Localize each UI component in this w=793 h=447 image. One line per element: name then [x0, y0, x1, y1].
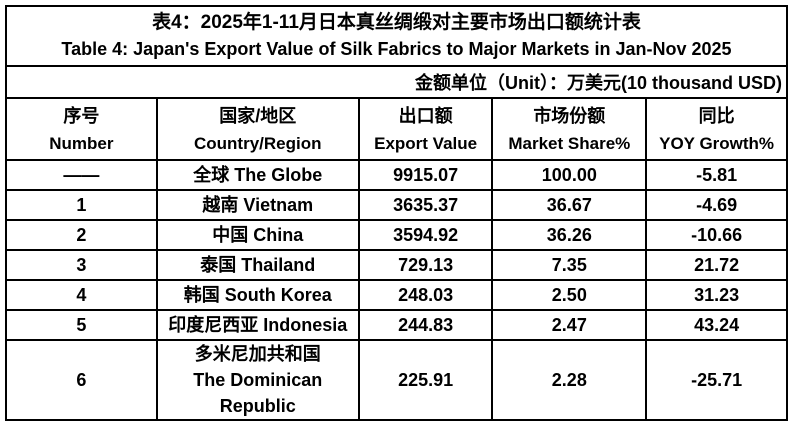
col-header-number: 序号 Number — [5, 97, 158, 161]
table-header-row: 序号 Number 国家/地区 Country/Region 出口额 Expor… — [5, 97, 788, 161]
cell-number: 6 — [5, 339, 158, 421]
cell-yoy-growth: -4.69 — [645, 189, 788, 221]
cell-country: 多米尼加共和国 The Dominican Republic — [155, 339, 360, 421]
cell-yoy-growth: -10.66 — [645, 219, 788, 251]
unit-note: 金额单位（Unit）：万美元(10 thousand USD) — [5, 65, 788, 99]
export-statistics-table: 表4：2025年1-11月日本真丝绸缎对主要市场出口额统计表 Table 4: … — [5, 5, 788, 421]
cell-number: 1 — [5, 189, 158, 221]
col-header-yoy-growth-en: YOY Growth% — [659, 133, 775, 153]
cell-export-value: 9915.07 — [357, 159, 494, 191]
cell-market-share: 100.00 — [491, 159, 648, 191]
cell-number: —— — [5, 159, 158, 191]
table-row-vietnam: 1 越南 Vietnam 3635.37 36.67 -4.69 — [5, 189, 788, 221]
col-header-number-en: Number — [49, 133, 114, 153]
col-header-yoy-growth-zh: 同比 — [698, 105, 735, 126]
col-header-market-share-zh: 市场份额 — [533, 105, 606, 126]
col-header-country-zh: 国家/地区 — [219, 105, 297, 126]
table-title-row: 表4：2025年1-11月日本真丝绸缎对主要市场出口额统计表 Table 4: … — [5, 5, 788, 67]
cell-yoy-growth: 43.24 — [645, 309, 788, 341]
cell-yoy-growth: -25.71 — [645, 339, 788, 421]
cell-yoy-growth: 31.23 — [645, 279, 788, 311]
cell-export-value: 3594.92 — [357, 219, 494, 251]
cell-export-value: 3635.37 — [357, 189, 494, 221]
table-row-south-korea: 4 韩国 South Korea 248.03 2.50 31.23 — [5, 279, 788, 311]
cell-country: 韩国 South Korea — [155, 279, 360, 311]
cell-export-value: 729.13 — [357, 249, 494, 281]
cell-export-value: 244.83 — [357, 309, 494, 341]
cell-number: 2 — [5, 219, 158, 251]
col-header-export-value-en: Export Value — [374, 133, 478, 153]
cell-market-share: 36.67 — [491, 189, 648, 221]
table-row-dominican-republic: 6 多米尼加共和国 The Dominican Republic 225.91 … — [5, 339, 788, 421]
cell-market-share: 2.50 — [491, 279, 648, 311]
col-header-export-value: 出口额 Export Value — [357, 97, 494, 161]
cell-export-value: 248.03 — [357, 279, 494, 311]
col-header-export-value-zh: 出口额 — [398, 105, 453, 126]
table-title-zh: 表4：2025年1-11月日本真丝绸缎对主要市场出口额统计表 — [152, 12, 641, 33]
cell-country: 中国 China — [155, 219, 360, 251]
col-header-country: 国家/地区 Country/Region — [155, 97, 360, 161]
cell-market-share: 36.26 — [491, 219, 648, 251]
table-row-globe: —— 全球 The Globe 9915.07 100.00 -5.81 — [5, 159, 788, 191]
col-header-yoy-growth: 同比 YOY Growth% — [645, 97, 788, 161]
cell-market-share: 2.28 — [491, 339, 648, 421]
table-row-indonesia: 5 印度尼西亚 Indonesia 244.83 2.47 43.24 — [5, 309, 788, 341]
cell-country: 全球 The Globe — [155, 159, 360, 191]
cell-market-share: 2.47 — [491, 309, 648, 341]
cell-country: 印度尼西亚 Indonesia — [155, 309, 360, 341]
unit-note-row: 金额单位（Unit）：万美元(10 thousand USD) — [5, 65, 788, 99]
table-row-china: 2 中国 China 3594.92 36.26 -10.66 — [5, 219, 788, 251]
cell-yoy-growth: -5.81 — [645, 159, 788, 191]
table-row-thailand: 3 泰国 Thailand 729.13 7.35 21.72 — [5, 249, 788, 281]
col-header-market-share: 市场份额 Market Share% — [491, 97, 648, 161]
cell-country: 泰国 Thailand — [155, 249, 360, 281]
col-header-market-share-en: Market Share% — [508, 133, 631, 153]
cell-number: 4 — [5, 279, 158, 311]
cell-yoy-growth: 21.72 — [645, 249, 788, 281]
table-title-en: Table 4: Japan's Export Value of Silk Fa… — [61, 39, 732, 59]
table-title-cell: 表4：2025年1-11月日本真丝绸缎对主要市场出口额统计表 Table 4: … — [5, 5, 788, 67]
cell-number: 3 — [5, 249, 158, 281]
col-header-number-zh: 序号 — [63, 105, 100, 126]
cell-country: 越南 Vietnam — [155, 189, 360, 221]
cell-export-value: 225.91 — [357, 339, 494, 421]
col-header-country-en: Country/Region — [194, 133, 322, 153]
cell-number: 5 — [5, 309, 158, 341]
cell-market-share: 7.35 — [491, 249, 648, 281]
